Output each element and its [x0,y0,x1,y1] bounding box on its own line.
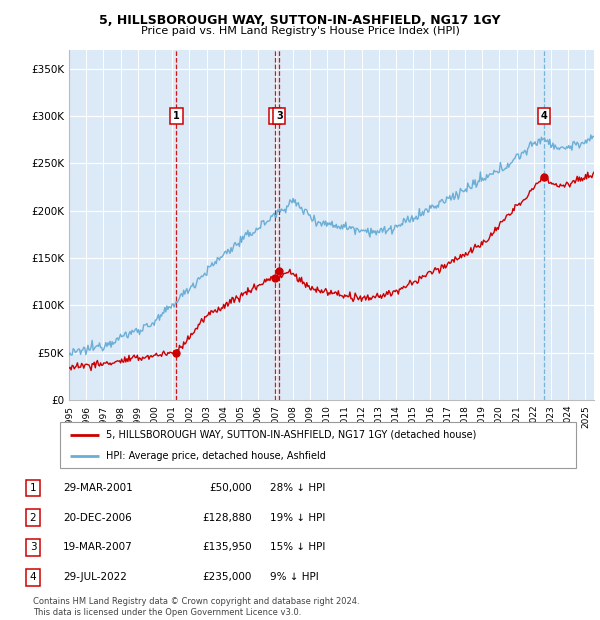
Text: 19% ↓ HPI: 19% ↓ HPI [270,513,325,523]
Text: 4: 4 [541,111,547,121]
Text: 29-JUL-2022: 29-JUL-2022 [63,572,127,582]
Text: 1: 1 [29,483,37,493]
Text: 3: 3 [276,111,283,121]
Text: 20-DEC-2006: 20-DEC-2006 [63,513,132,523]
Text: 3: 3 [29,542,37,552]
Text: £235,000: £235,000 [203,572,252,582]
Text: 15% ↓ HPI: 15% ↓ HPI [270,542,325,552]
Text: Price paid vs. HM Land Registry's House Price Index (HPI): Price paid vs. HM Land Registry's House … [140,26,460,36]
Text: 5, HILLSBOROUGH WAY, SUTTON-IN-ASHFIELD, NG17 1GY: 5, HILLSBOROUGH WAY, SUTTON-IN-ASHFIELD,… [99,14,501,27]
Text: 19-MAR-2007: 19-MAR-2007 [63,542,133,552]
Text: 5, HILLSBOROUGH WAY, SUTTON-IN-ASHFIELD, NG17 1GY (detached house): 5, HILLSBOROUGH WAY, SUTTON-IN-ASHFIELD,… [106,430,477,440]
Text: £128,880: £128,880 [202,513,252,523]
Text: 1: 1 [173,111,180,121]
Text: 2: 2 [29,513,37,523]
Text: 2: 2 [272,111,278,121]
Text: £135,950: £135,950 [202,542,252,552]
Text: 4: 4 [29,572,37,582]
Text: HPI: Average price, detached house, Ashfield: HPI: Average price, detached house, Ashf… [106,451,326,461]
Text: £50,000: £50,000 [209,483,252,493]
Text: 9% ↓ HPI: 9% ↓ HPI [270,572,319,582]
Text: 29-MAR-2001: 29-MAR-2001 [63,483,133,493]
Text: 28% ↓ HPI: 28% ↓ HPI [270,483,325,493]
Text: Contains HM Land Registry data © Crown copyright and database right 2024.
This d: Contains HM Land Registry data © Crown c… [33,598,359,617]
